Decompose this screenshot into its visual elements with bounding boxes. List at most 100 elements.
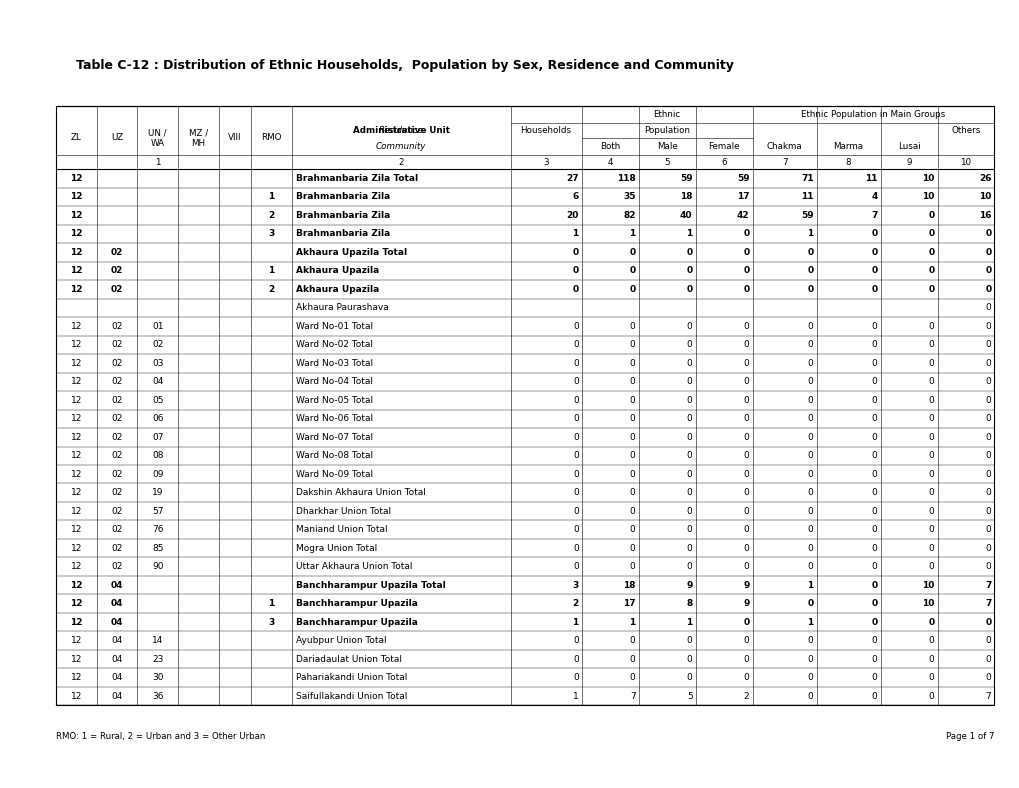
Text: 0: 0 [686, 636, 692, 645]
Text: 02: 02 [111, 452, 122, 460]
Text: 18: 18 [623, 581, 635, 589]
Text: 04: 04 [111, 655, 122, 663]
Text: 12: 12 [70, 192, 83, 202]
Text: 02: 02 [111, 377, 122, 386]
Text: 0: 0 [984, 489, 990, 497]
Text: 0: 0 [928, 692, 933, 701]
Text: 12: 12 [70, 452, 83, 460]
Text: MZ /
MH: MZ / MH [189, 128, 208, 147]
Text: Ward No-01 Total: Ward No-01 Total [296, 322, 373, 331]
Text: 0: 0 [743, 322, 749, 331]
Text: Residence: Residence [378, 126, 423, 135]
Text: 0: 0 [807, 377, 813, 386]
Text: 6: 6 [572, 192, 578, 202]
Text: 10: 10 [960, 158, 971, 166]
Text: 0: 0 [807, 489, 813, 497]
Text: 0: 0 [743, 562, 749, 571]
Text: 0: 0 [743, 673, 749, 682]
Text: 02: 02 [111, 470, 122, 479]
Text: 02: 02 [111, 544, 122, 552]
Text: 0: 0 [630, 507, 635, 515]
Text: 12: 12 [70, 433, 83, 442]
Text: 01: 01 [152, 322, 163, 331]
Text: 1: 1 [268, 192, 274, 202]
Text: 0: 0 [870, 599, 876, 608]
Text: 10: 10 [921, 599, 933, 608]
Text: 0: 0 [807, 673, 813, 682]
Text: 0: 0 [871, 562, 876, 571]
Text: 0: 0 [573, 414, 578, 423]
Text: 0: 0 [984, 618, 990, 626]
Text: 0: 0 [743, 655, 749, 663]
Text: 1: 1 [686, 229, 692, 239]
Text: 10: 10 [921, 192, 933, 202]
Text: Brahmanbaria Zila: Brahmanbaria Zila [296, 211, 390, 220]
Text: 0: 0 [871, 544, 876, 552]
Text: 7: 7 [984, 599, 990, 608]
Text: 8: 8 [686, 599, 692, 608]
Text: 0: 0 [984, 285, 990, 294]
Text: 0: 0 [807, 636, 813, 645]
Text: 3: 3 [268, 618, 274, 626]
Text: 0: 0 [927, 248, 933, 257]
Text: 12: 12 [70, 692, 83, 701]
Text: 5: 5 [663, 158, 669, 166]
Text: 12: 12 [70, 470, 83, 479]
Text: 1: 1 [573, 692, 578, 701]
Text: Both: Both [599, 142, 620, 151]
Text: 0: 0 [928, 414, 933, 423]
Text: 0: 0 [984, 470, 990, 479]
Text: 0: 0 [871, 636, 876, 645]
Text: 12: 12 [70, 599, 83, 608]
Text: RMO: 1 = Rural, 2 = Urban and 3 = Other Urban: RMO: 1 = Rural, 2 = Urban and 3 = Other … [56, 732, 265, 742]
Text: 5: 5 [686, 692, 692, 701]
Text: 0: 0 [871, 673, 876, 682]
Text: 0: 0 [686, 414, 692, 423]
Text: 0: 0 [927, 618, 933, 626]
Text: 0: 0 [984, 322, 990, 331]
Text: 4: 4 [607, 158, 612, 166]
Text: 0: 0 [630, 489, 635, 497]
Text: Banchharampur Upazila: Banchharampur Upazila [296, 599, 418, 608]
Text: 12: 12 [70, 359, 83, 368]
Text: 0: 0 [629, 248, 635, 257]
Text: 16: 16 [978, 211, 990, 220]
Text: Akhaura Upazila: Akhaura Upazila [296, 266, 379, 276]
Text: 0: 0 [629, 285, 635, 294]
Text: 1: 1 [686, 618, 692, 626]
Text: Others: Others [951, 126, 979, 135]
Text: Ward No-07 Total: Ward No-07 Total [296, 433, 373, 442]
Text: Uttar Akhaura Union Total: Uttar Akhaura Union Total [296, 562, 412, 571]
Text: 0: 0 [573, 377, 578, 386]
Text: 0: 0 [927, 229, 933, 239]
Text: Marma: Marma [833, 142, 863, 151]
Text: 26: 26 [978, 174, 990, 183]
Text: Ward No-06 Total: Ward No-06 Total [296, 414, 373, 423]
Text: 27: 27 [566, 174, 578, 183]
Text: 2: 2 [268, 285, 274, 294]
Text: 02: 02 [111, 507, 122, 515]
Text: 0: 0 [743, 229, 749, 239]
Text: 0: 0 [743, 285, 749, 294]
Text: 3: 3 [543, 158, 548, 166]
Text: 0: 0 [630, 673, 635, 682]
Text: 1: 1 [629, 618, 635, 626]
Text: 0: 0 [686, 489, 692, 497]
Text: 85: 85 [152, 544, 163, 552]
Text: 0: 0 [984, 248, 990, 257]
Text: 08: 08 [152, 452, 163, 460]
Text: 12: 12 [70, 618, 83, 626]
Text: 0: 0 [743, 507, 749, 515]
Text: 0: 0 [572, 248, 578, 257]
Text: 12: 12 [70, 507, 83, 515]
Text: 18: 18 [680, 192, 692, 202]
Text: 9: 9 [686, 581, 692, 589]
Text: 6: 6 [720, 158, 727, 166]
Text: 90: 90 [152, 562, 163, 571]
Text: Akhaura Paurashava: Akhaura Paurashava [296, 303, 388, 312]
Text: 0: 0 [686, 396, 692, 405]
Text: 0: 0 [630, 470, 635, 479]
Text: 0: 0 [630, 544, 635, 552]
Text: 3: 3 [268, 229, 274, 239]
Text: 1: 1 [572, 229, 578, 239]
